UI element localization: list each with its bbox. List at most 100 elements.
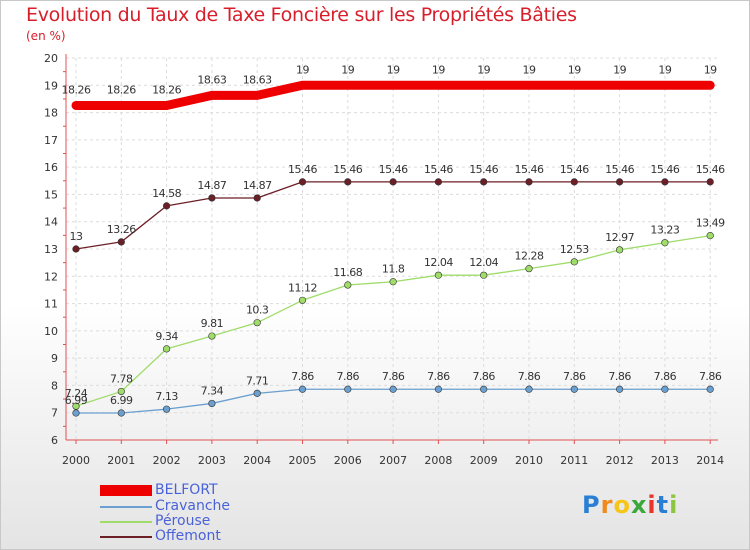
data-label: 7.86 — [291, 370, 314, 383]
chart-title: Evolution du Taux de Taxe Foncière sur l… — [26, 4, 577, 26]
legend-label-belfort: BELFORT — [155, 482, 218, 498]
data-label: 6.99 — [65, 394, 88, 407]
data-point — [389, 178, 397, 186]
data-point — [117, 387, 125, 396]
data-point — [661, 239, 669, 247]
data-point — [344, 178, 352, 186]
logo-letter: i — [669, 491, 679, 519]
legend-label-perouse: Pérouse — [155, 513, 211, 529]
x-tick-label: 2001 — [107, 454, 135, 467]
logo-letter: t — [656, 491, 670, 519]
legend-swatch-belfort — [100, 485, 152, 496]
y-tick-label: 12 — [44, 270, 58, 283]
data-point — [706, 178, 714, 186]
data-label: 10.3 — [246, 304, 269, 317]
x-tick-label: 2000 — [62, 454, 90, 467]
data-label: 7.86 — [699, 370, 722, 383]
data-label: 7.24 — [65, 387, 88, 400]
y-tick-label: 8 — [51, 379, 58, 392]
series-line-belfort — [71, 80, 715, 110]
data-label: 7.86 — [518, 370, 541, 383]
data-point — [208, 194, 216, 202]
y-tick-label: 16 — [44, 161, 58, 174]
proxiti-logo: Proxiti — [582, 491, 678, 519]
data-point — [706, 232, 714, 240]
data-label: 14.87 — [197, 179, 226, 192]
x-tick-label: 2003 — [198, 454, 226, 467]
data-label: 13.23 — [650, 224, 679, 237]
y-tick-label: 9 — [51, 352, 58, 365]
data-point — [661, 385, 669, 393]
data-point — [208, 332, 216, 340]
data-point — [344, 281, 352, 289]
data-point — [615, 246, 624, 254]
data-label: 14.58 — [152, 187, 181, 200]
data-label: 12.28 — [515, 250, 544, 263]
legend-label-cravanche: Cravanche — [155, 498, 231, 514]
data-point — [525, 385, 533, 393]
data-point — [344, 385, 352, 393]
logo-letter: P — [582, 491, 601, 519]
series-group — [71, 80, 715, 417]
data-point — [298, 385, 307, 393]
data-point — [298, 178, 307, 186]
data-point — [389, 385, 397, 393]
data-label: 15.46 — [515, 163, 544, 176]
grid — [66, 57, 718, 440]
data-label: 12.04 — [469, 256, 498, 269]
data-point — [389, 278, 397, 286]
data-label: 18.26 — [62, 83, 91, 96]
data-label: 7.86 — [382, 370, 405, 383]
data-label: 12.04 — [424, 256, 453, 269]
y-tick-label: 18 — [44, 107, 58, 120]
y-tick-label: 15 — [44, 188, 58, 201]
x-tick-label: 2005 — [289, 454, 317, 467]
legend-label-offemont: Offemont — [155, 528, 221, 544]
data-label: 19 — [613, 63, 626, 76]
data-point — [117, 409, 125, 417]
data-point — [253, 389, 261, 397]
data-point — [163, 405, 171, 413]
x-tick-label: 2010 — [515, 454, 543, 467]
logo-letter: i — [647, 491, 657, 519]
data-point — [480, 385, 488, 393]
chart-subtitle: (en %) — [26, 29, 66, 43]
logo-letter: o — [613, 491, 631, 519]
y-tick-label: 20 — [44, 52, 58, 65]
data-label: 15.46 — [379, 163, 408, 176]
data-point — [615, 385, 624, 393]
data-label: 15.46 — [333, 163, 362, 176]
axes: 6 7 8 9 10 11 12 13 14 15 16 17 18 19 20 2000 2001 2002 20… — [44, 52, 724, 467]
data-label: 7.86 — [472, 370, 495, 383]
data-point — [72, 245, 80, 253]
data-label: 12.97 — [605, 231, 634, 244]
logo-letter: r — [600, 491, 614, 519]
data-label: 18.26 — [107, 83, 136, 96]
data-label: 19 — [568, 63, 581, 76]
data-point — [525, 265, 533, 273]
data-point — [706, 385, 714, 393]
data-point — [570, 258, 578, 266]
data-point — [570, 178, 578, 186]
data-label: 15.46 — [469, 163, 498, 176]
data-label: 13 — [70, 230, 83, 243]
data-point — [163, 202, 171, 210]
data-label: 7.78 — [110, 372, 133, 385]
y-tick-label: 17 — [44, 134, 58, 147]
data-label: 7.86 — [427, 370, 450, 383]
data-label: 19 — [341, 63, 354, 76]
data-label: 15.46 — [696, 163, 725, 176]
data-point — [298, 296, 307, 304]
data-label: 7.86 — [608, 370, 631, 383]
data-label: 18.63 — [243, 73, 272, 86]
data-point — [72, 409, 80, 417]
data-label: 13.26 — [107, 223, 136, 236]
legend-swatch-offemont — [100, 536, 152, 538]
data-label: 11.12 — [288, 281, 317, 294]
data-label: 15.46 — [560, 163, 589, 176]
data-label: 18.63 — [197, 73, 226, 86]
data-label: 19 — [432, 63, 445, 76]
data-label: 15.46 — [288, 163, 317, 176]
data-label: 13.49 — [696, 217, 725, 230]
y-tick-label: 6 — [51, 434, 58, 447]
